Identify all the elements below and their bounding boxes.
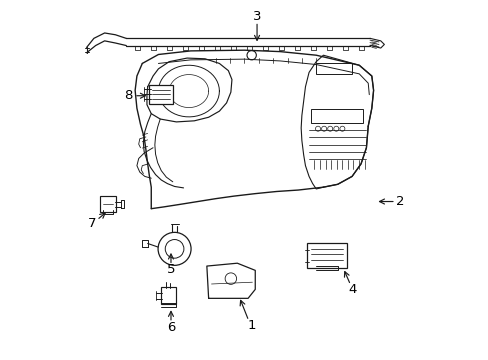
- FancyBboxPatch shape: [316, 63, 351, 74]
- Text: 6: 6: [166, 320, 175, 333]
- Text: 2: 2: [395, 195, 404, 208]
- Text: 7: 7: [88, 216, 96, 230]
- FancyBboxPatch shape: [306, 243, 346, 268]
- FancyBboxPatch shape: [149, 85, 173, 104]
- FancyBboxPatch shape: [100, 196, 116, 212]
- Text: 4: 4: [347, 283, 356, 296]
- Text: 3: 3: [252, 10, 261, 23]
- FancyBboxPatch shape: [161, 287, 176, 304]
- Text: 8: 8: [123, 89, 132, 102]
- Text: 1: 1: [247, 319, 255, 332]
- FancyBboxPatch shape: [310, 109, 362, 123]
- Text: 5: 5: [166, 263, 175, 276]
